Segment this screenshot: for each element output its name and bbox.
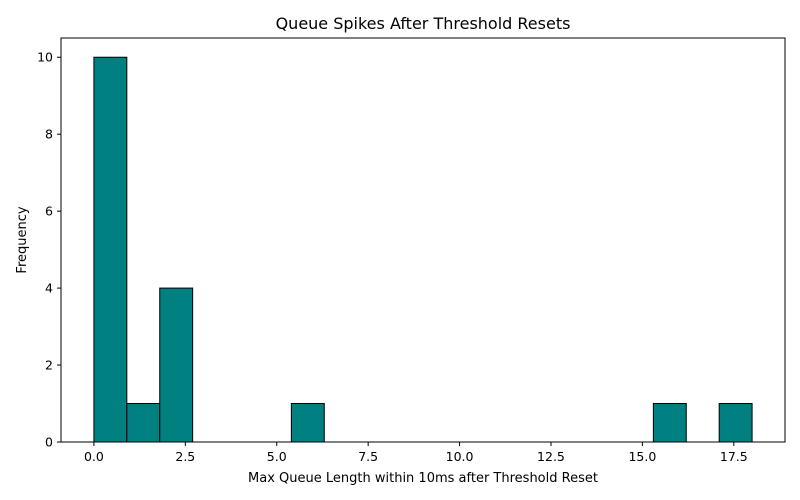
y-tick-label: 0 xyxy=(45,435,53,450)
histogram-bar xyxy=(93,56,128,443)
histogram-bars xyxy=(93,56,753,443)
x-tick-label: 7.5 xyxy=(358,449,378,464)
y-axis-ticks: 0 2 4 6 8 10 xyxy=(37,50,61,450)
y-tick-label: 6 xyxy=(45,204,53,219)
x-tick-label: 0.0 xyxy=(84,449,104,464)
plot-frame xyxy=(60,37,786,443)
x-axis-ticks: 0.0 2.5 5.0 7.5 10.0 12.5 15.0 17.5 xyxy=(84,442,748,464)
x-tick-label: 12.5 xyxy=(537,449,565,464)
x-tick-label: 5.0 xyxy=(267,449,287,464)
y-tick-label: 10 xyxy=(37,50,53,65)
chart-title: Queue Spikes After Threshold Resets xyxy=(276,14,571,33)
x-tick-label: 17.5 xyxy=(720,449,748,464)
histogram-bar xyxy=(290,403,325,443)
histogram-bar xyxy=(718,403,753,443)
x-tick-label: 10.0 xyxy=(446,449,474,464)
x-tick-label: 15.0 xyxy=(628,449,656,464)
histogram-bar xyxy=(159,287,194,443)
y-tick-label: 8 xyxy=(45,127,53,142)
y-axis-label: Frequency xyxy=(15,206,30,273)
histogram-bar xyxy=(126,403,161,443)
y-tick-label: 4 xyxy=(45,281,53,296)
x-axis-label: Max Queue Length within 10ms after Thres… xyxy=(248,471,598,486)
y-tick-label: 2 xyxy=(45,358,53,373)
histogram-bar xyxy=(652,403,687,443)
x-tick-label: 2.5 xyxy=(175,449,195,464)
